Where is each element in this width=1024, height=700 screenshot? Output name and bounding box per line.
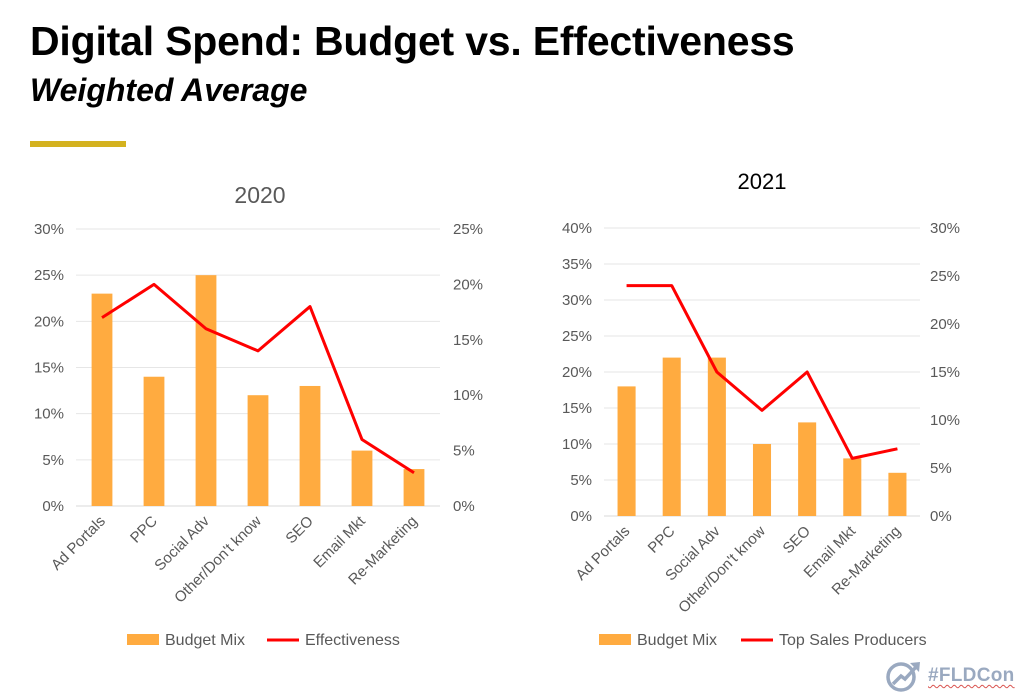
bar (247, 395, 269, 506)
chart-2021: 2021 0% 5% 10% 15% 20% 25% 30% 35% 40% 0% 5% 10% 15% 2… (562, 169, 960, 649)
right-axis-tick-label: 30% (930, 220, 960, 237)
left-axis-tick-label: 30% (562, 292, 592, 309)
category-label: Other/Don't know (675, 523, 769, 617)
left-axis-tick-label: 20% (34, 313, 64, 330)
left-axis-tick-label: 0% (42, 498, 64, 515)
legend-bar-swatch (599, 634, 631, 645)
left-axis-tick-label: 15% (562, 400, 592, 417)
bar (707, 357, 726, 516)
bar (888, 472, 907, 516)
bar (843, 458, 862, 516)
bar (798, 422, 817, 516)
category-label: SEO (780, 523, 814, 557)
growth-arrow-icon (886, 662, 920, 692)
legend-label: Budget Mix (165, 632, 245, 649)
left-axis-tick-label: 40% (562, 220, 592, 237)
right-axis-tick-label: 25% (930, 268, 960, 285)
legend-label: Top Sales Producers (779, 632, 927, 649)
right-axis-tick-label: 10% (930, 412, 960, 429)
category-label: Ad Portals (48, 513, 109, 574)
legend-label: Budget Mix (637, 632, 717, 649)
bar (195, 275, 217, 506)
bar (617, 386, 636, 516)
category-label: Ad Portals (572, 523, 633, 584)
left-axis-tick-label: 5% (570, 472, 592, 489)
left-axis-tick-label: 5% (42, 452, 64, 469)
right-axis-tick-label: 10% (453, 387, 483, 404)
accent-divider (30, 141, 126, 147)
category-label: SEO (282, 513, 316, 547)
left-axis-tick-label: 0% (570, 508, 592, 525)
right-axis-tick-label: 0% (453, 498, 475, 515)
right-axis-tick-label: 20% (453, 276, 483, 293)
bar (351, 450, 373, 506)
event-logo: #FLDCon (884, 658, 1015, 694)
left-axis-tick-label: 30% (34, 221, 64, 238)
left-axis-tick-label: 20% (562, 364, 592, 381)
right-axis-tick-label: 5% (930, 460, 952, 477)
left-axis-tick-label: 25% (34, 267, 64, 284)
slide-title: Digital Spend: Budget vs. Effectiveness (30, 18, 795, 64)
category-label: PPC (127, 513, 161, 547)
right-axis-tick-label: 25% (453, 221, 483, 238)
legend-bar-swatch (127, 634, 159, 645)
left-axis-tick-label: 35% (562, 256, 592, 273)
right-axis-tick-label: 20% (930, 316, 960, 333)
chart-2020: 2020 0% 5% 10% 15% 20% 25% 30% 0% 5% 10% 15% 20% 25% A… (34, 182, 483, 649)
right-axis-tick-label: 0% (930, 508, 952, 525)
event-hashtag: #FLDCon (928, 665, 1015, 686)
bar (403, 469, 425, 506)
category-label: Other/Don't know (171, 513, 265, 607)
left-axis-tick-label: 10% (562, 436, 592, 453)
left-axis-tick-label: 15% (34, 360, 64, 377)
legend-label: Effectiveness (305, 632, 400, 649)
chart-title: 2020 (234, 182, 285, 208)
bar (752, 444, 772, 516)
right-axis-tick-label: 15% (453, 332, 483, 349)
bar (662, 357, 681, 516)
effectiveness-line (101, 282, 415, 475)
right-axis-tick-label: 5% (453, 443, 475, 460)
bar (143, 376, 165, 506)
right-axis-tick-label: 15% (930, 364, 960, 381)
chart-title: 2021 (738, 169, 787, 194)
left-axis-tick-label: 25% (562, 328, 592, 345)
bar (299, 385, 321, 506)
left-axis-tick-label: 10% (34, 406, 64, 423)
slide-subtitle: Weighted Average (30, 72, 308, 108)
effectiveness-line (626, 284, 898, 460)
category-label: PPC (645, 523, 679, 557)
bar (91, 293, 113, 506)
